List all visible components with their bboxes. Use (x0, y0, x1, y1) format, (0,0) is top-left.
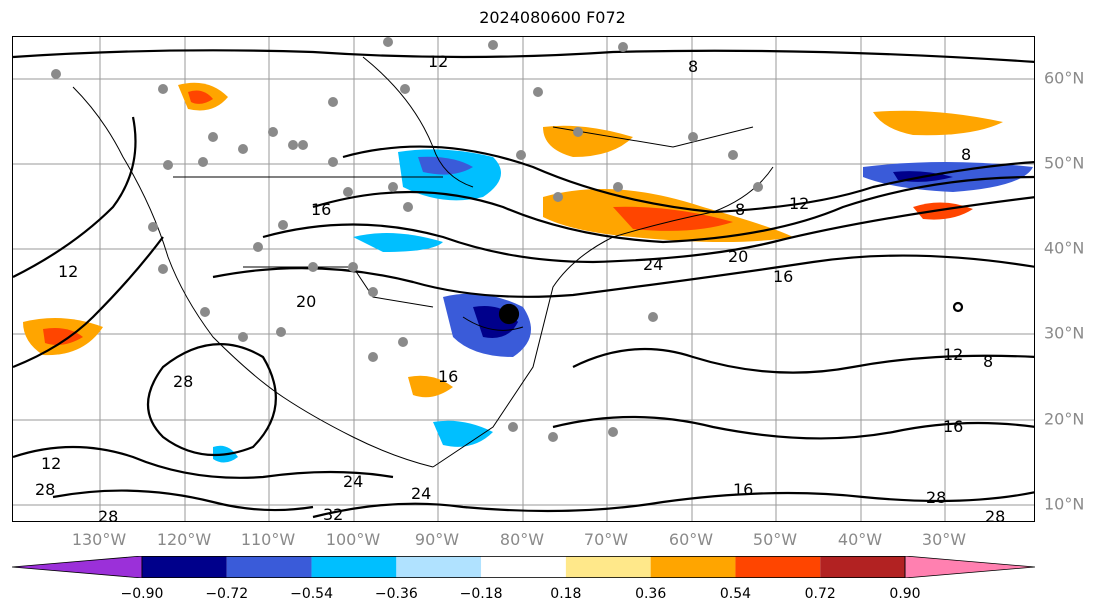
contour-label-28: 28 (926, 488, 946, 507)
lon-label: 80°W (499, 530, 545, 549)
colorbar-segment (396, 556, 482, 578)
colorbar-segment (481, 556, 566, 578)
lon-label: 60°W (668, 530, 714, 549)
colorbar-segment (650, 556, 736, 578)
lon-label: 30°W (921, 530, 967, 549)
shade-positive-canada (543, 125, 633, 157)
colorbar-segment (226, 556, 312, 578)
shade-positive-gulf (408, 375, 453, 398)
colorbar-tick-label: −0.54 (290, 586, 333, 602)
colorbar-tick-label: −0.90 (120, 586, 164, 602)
shade-positive-northeast-core (613, 206, 733, 231)
contour-label-24: 24 (643, 255, 663, 274)
lat-label: 20°N (1044, 409, 1085, 429)
shade-negative-central-dark (418, 156, 473, 175)
station-markers (51, 37, 763, 442)
colorbar-extend-low (12, 556, 143, 578)
contour-label-28: 28 (173, 372, 193, 391)
map-title: 2024080600 F072 (479, 8, 626, 27)
map-canvas: 12 8 8 8 12 24 20 16 12 8 16 12 20 28 12… (13, 37, 1034, 522)
colorbar-segment (311, 556, 397, 578)
lon-label: 40°W (837, 530, 883, 549)
shade-positive-northwest-core (188, 90, 213, 104)
lat-label: 60°N (1044, 68, 1085, 88)
contour-label-8: 8 (688, 57, 698, 76)
colorbar-tick-label: 0.72 (804, 586, 836, 602)
contour-label-24: 24 (343, 472, 363, 491)
lon-label: 70°W (583, 530, 629, 549)
colorbar-segment (142, 556, 227, 578)
contour-label-16: 16 (438, 367, 458, 386)
lat-label: 30°N (1044, 323, 1085, 343)
lon-label: 90°W (414, 530, 460, 549)
contour-label-12: 12 (943, 345, 963, 364)
contour-label-8: 8 (735, 200, 745, 219)
map-panel: 12 8 8 8 12 24 20 16 12 8 16 12 20 28 12… (12, 36, 1035, 522)
colorbar-extend-high (904, 556, 1035, 578)
colorbar-tick-label: −0.36 (374, 586, 418, 602)
graticule (13, 37, 1034, 521)
colorbar-tick-label: −0.72 (205, 586, 249, 602)
colorbar-tick-label: 0.54 (719, 586, 752, 602)
contour-label-20: 20 (296, 292, 316, 311)
shade-positive-eastatlantic (913, 202, 973, 220)
lon-label: 120°W (156, 530, 212, 549)
colorbar-border (141, 556, 906, 578)
lat-label: 40°N (1044, 238, 1085, 258)
colorbar-segment (565, 556, 651, 578)
colorbar-tick-label: 0.90 (889, 586, 921, 602)
contours (13, 49, 1034, 519)
colorbar (12, 556, 1035, 578)
shade-negative-caribbean (433, 420, 493, 447)
lon-label: 50°W (752, 530, 798, 549)
colorbar-tick-label: −0.18 (459, 586, 503, 602)
lon-label: 130°W (71, 530, 127, 549)
contour-label-16: 16 (311, 200, 331, 219)
contour-label-12: 12 (428, 52, 448, 71)
contour-label-16: 16 (943, 417, 963, 436)
colorbar-tick-label: 0.36 (635, 586, 667, 602)
colorbar-segment (735, 556, 821, 578)
contour-label-24: 24 (411, 484, 431, 503)
contour-label-12: 12 (789, 194, 809, 213)
colorbar-segment (820, 556, 905, 578)
contour-labels: 12 8 8 8 12 24 20 16 12 8 16 12 20 28 12… (35, 52, 1005, 522)
shade-positive-pacific-core (43, 328, 83, 345)
contour-label-12: 12 (58, 262, 78, 281)
lat-label: 10°N (1044, 494, 1085, 514)
contour-label-8: 8 (961, 145, 971, 164)
lat-label: 50°N (1044, 153, 1085, 173)
contour-label-16: 16 (773, 267, 793, 286)
lon-label: 100°W (325, 530, 381, 549)
contour-label-8: 8 (983, 352, 993, 371)
shade-negative-gulf (353, 233, 443, 252)
contour-label-32: 32 (323, 505, 343, 522)
shade-positive-labrador (873, 110, 1003, 136)
contour-label-28: 28 (98, 507, 118, 522)
coastlines (72, 56, 774, 468)
colorbar-tick-label: 0.18 (550, 586, 582, 602)
contour-label-28: 28 (985, 507, 1005, 522)
contour-label-12: 12 (41, 454, 61, 473)
contour-label-20: 20 (728, 247, 748, 266)
contour-label-28: 28 (35, 480, 55, 499)
contour-label-16: 16 (733, 480, 753, 499)
lon-label: 110°W (240, 530, 296, 549)
